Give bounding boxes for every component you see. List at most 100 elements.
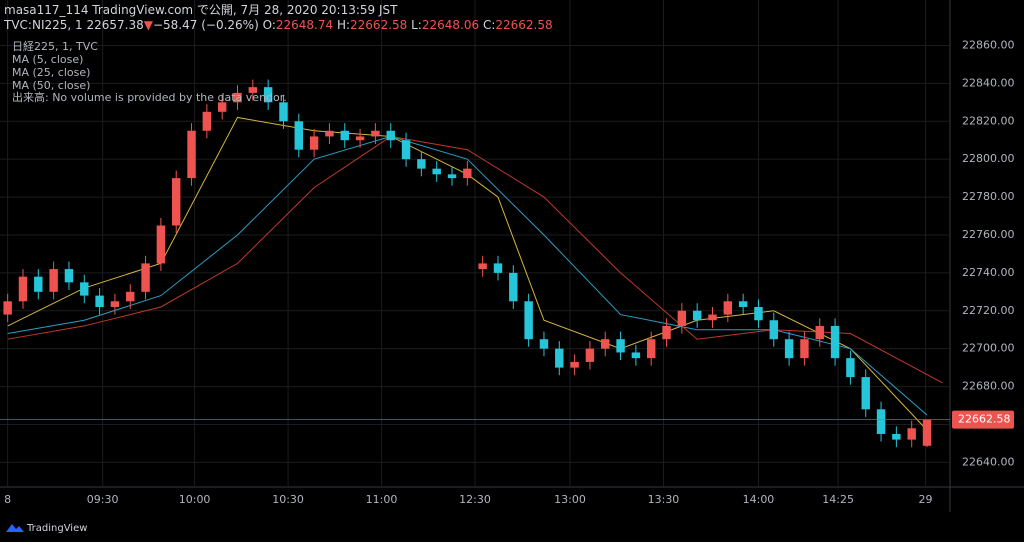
header-line: masa117_114 TradingView.com で公開, 7月 28, … bbox=[4, 3, 398, 17]
candle-body bbox=[447, 174, 457, 179]
candle-body bbox=[861, 377, 870, 410]
candle-body bbox=[371, 130, 380, 137]
candle-body bbox=[846, 358, 855, 378]
brand: TradingView bbox=[26, 523, 87, 534]
candle-body bbox=[49, 269, 58, 292]
candle-body bbox=[616, 339, 625, 353]
y-tick-label: 22640.00 bbox=[962, 455, 1015, 468]
candle-body bbox=[784, 339, 794, 359]
candle-body bbox=[585, 348, 595, 362]
candle-body bbox=[922, 419, 932, 446]
candle-body bbox=[187, 130, 196, 179]
candle-body bbox=[539, 339, 549, 349]
x-tick-label: 11:00 bbox=[366, 493, 398, 506]
candle-body bbox=[417, 159, 426, 169]
x-tick-label: 29 bbox=[918, 493, 932, 506]
price-tag-label: 22662.58 bbox=[958, 413, 1011, 426]
candle-body bbox=[95, 295, 104, 307]
candle-body bbox=[677, 310, 687, 326]
candle-body bbox=[156, 225, 166, 264]
candle-body bbox=[754, 306, 763, 321]
legend-entry: MA (25, close) bbox=[12, 66, 90, 79]
candle-body bbox=[355, 136, 365, 141]
y-tick-label: 22820.00 bbox=[962, 114, 1015, 127]
candle-body bbox=[171, 178, 181, 226]
candle-body bbox=[263, 87, 273, 103]
candle-body bbox=[3, 301, 12, 315]
candle-body bbox=[248, 87, 258, 93]
candle-body bbox=[524, 301, 533, 340]
y-tick-label: 22780.00 bbox=[962, 190, 1015, 203]
candle-body bbox=[80, 282, 89, 296]
y-tick-label: 22680.00 bbox=[962, 380, 1015, 393]
x-tick-label: 10:30 bbox=[272, 493, 304, 506]
x-tick-label: 10:00 bbox=[179, 493, 211, 506]
candle-body bbox=[662, 325, 671, 340]
l-label: L: bbox=[411, 18, 422, 32]
candle-body bbox=[815, 325, 824, 340]
candle-body bbox=[509, 272, 518, 302]
candle-body bbox=[294, 121, 304, 150]
candle-body bbox=[309, 136, 319, 150]
candle-body bbox=[555, 348, 564, 368]
arrow: ▼ bbox=[143, 18, 153, 32]
candle-body bbox=[217, 102, 227, 112]
legend-title: 日経225, 1, TVC bbox=[12, 40, 98, 53]
candle-body bbox=[769, 320, 779, 340]
candle-body bbox=[570, 361, 579, 368]
candle-body bbox=[830, 325, 840, 359]
y-tick-label: 22740.00 bbox=[962, 266, 1015, 279]
y-tick-label: 22720.00 bbox=[962, 304, 1015, 317]
candle-body bbox=[692, 310, 702, 321]
price: 22657.38 bbox=[86, 18, 144, 32]
header-ohlc: TVC:NI225, 1 22657.38▼−58.47 (−0.26%) O:… bbox=[4, 18, 553, 33]
candle-body bbox=[478, 263, 487, 270]
x-tick-label: 8 bbox=[4, 493, 11, 506]
price-tag bbox=[952, 410, 1014, 429]
x-tick-label: 14:00 bbox=[743, 493, 775, 506]
candle-body bbox=[386, 130, 395, 141]
candle-body bbox=[34, 276, 43, 292]
volume-note: 出来高: No volume is provided by the data v… bbox=[12, 90, 287, 104]
y-tick-label: 22700.00 bbox=[962, 342, 1015, 355]
candle-body bbox=[401, 140, 411, 160]
candle-body bbox=[432, 168, 441, 175]
candle-body bbox=[708, 314, 717, 321]
candle-body bbox=[110, 301, 120, 307]
candle-body bbox=[340, 130, 349, 141]
l: 22648.06 bbox=[421, 18, 480, 32]
logo bbox=[6, 524, 24, 532]
candle-body bbox=[892, 433, 901, 440]
y-tick-label: 22760.00 bbox=[962, 228, 1015, 241]
legend-entry: MA (5, close) bbox=[12, 53, 83, 66]
c-label: C: bbox=[482, 18, 496, 32]
candle-body bbox=[233, 92, 242, 103]
candle-body bbox=[493, 263, 503, 273]
candle-body bbox=[723, 301, 733, 315]
candle-body bbox=[907, 428, 916, 440]
x-tick-label: 14:25 bbox=[822, 493, 854, 506]
candle-body bbox=[876, 409, 886, 434]
c: 22662.58 bbox=[495, 18, 553, 32]
candle-body bbox=[126, 291, 135, 302]
candle-body bbox=[141, 263, 150, 292]
candle-body bbox=[325, 130, 334, 137]
legend-entry: MA (50, close) bbox=[12, 79, 90, 92]
o-label: O: bbox=[262, 18, 276, 32]
x-tick-label: 09:30 bbox=[87, 493, 119, 506]
candle-body bbox=[800, 339, 809, 359]
y-tick-label: 22800.00 bbox=[962, 152, 1015, 165]
candle-body bbox=[601, 339, 610, 349]
h: 22662.58 bbox=[350, 18, 408, 32]
h-label: H: bbox=[336, 18, 351, 32]
change: −58.47 (−0.26%) bbox=[152, 18, 259, 32]
candle-body bbox=[738, 301, 748, 307]
header: masa117_114 TradingView.com で公開, 7月 28, … bbox=[4, 3, 553, 33]
y-tick-label: 22860.00 bbox=[962, 38, 1015, 51]
candle-body bbox=[202, 111, 212, 131]
y-tick-label: 22840.00 bbox=[962, 76, 1015, 89]
candle-body bbox=[64, 269, 74, 283]
o: 22648.74 bbox=[275, 18, 334, 32]
